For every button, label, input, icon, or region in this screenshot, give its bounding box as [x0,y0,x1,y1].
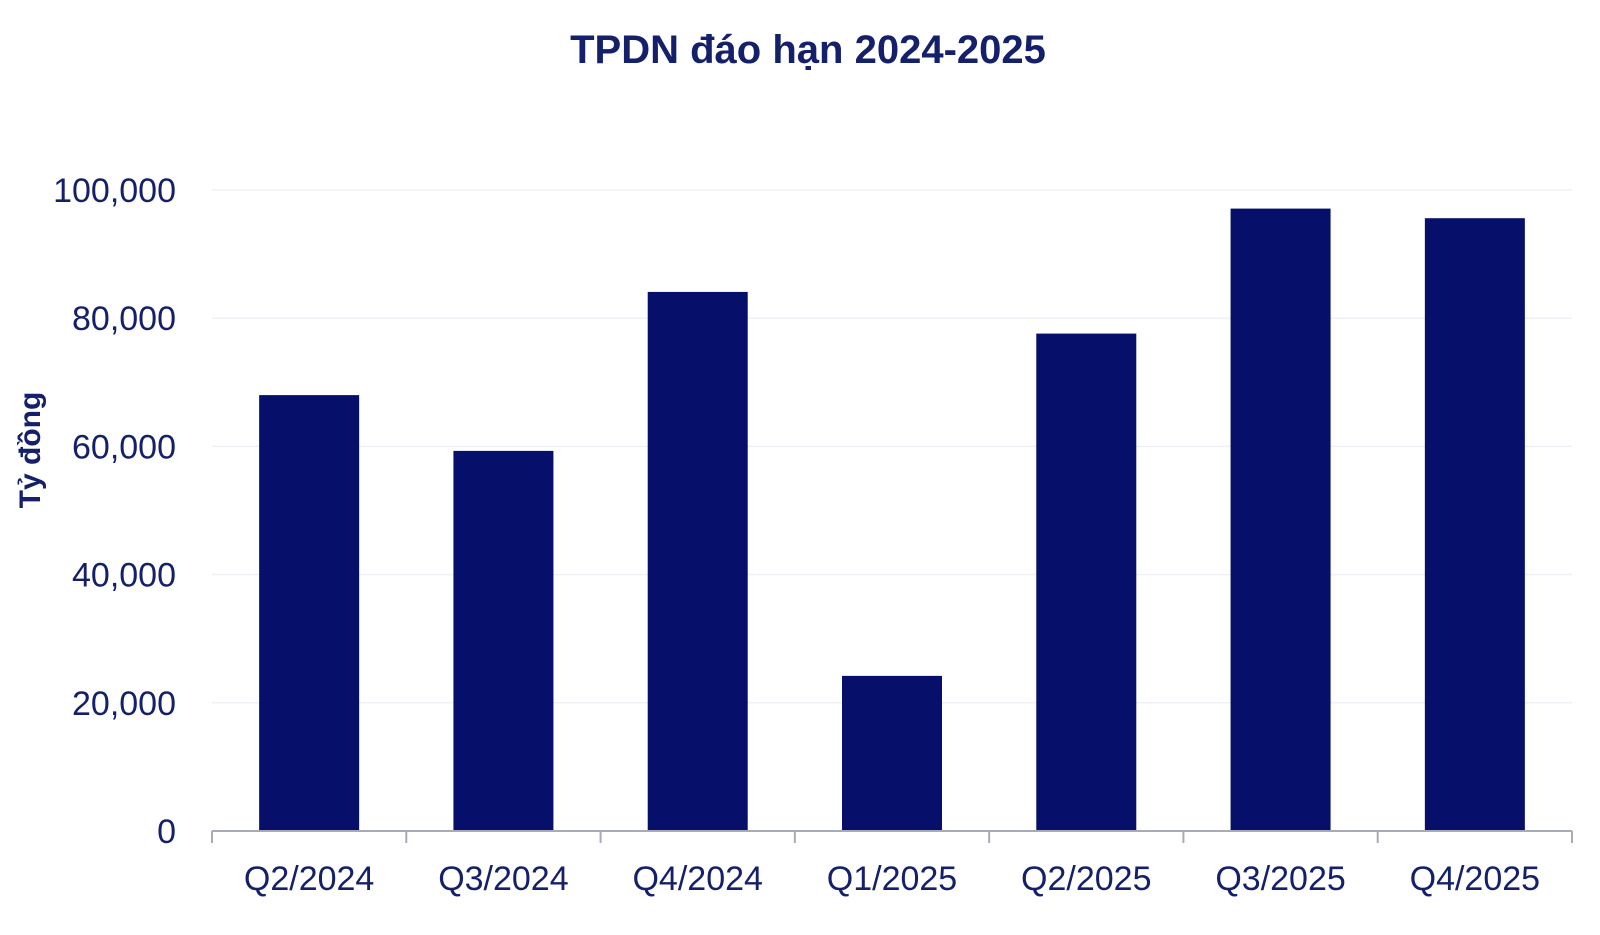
x-tick-label: Q4/2025 [1410,860,1540,898]
bar-q4-2025 [1424,218,1525,832]
y-tick-label: 80,000 [72,300,176,338]
y-tick-label: 0 [157,813,176,851]
bar-q4-2024 [647,291,748,831]
y-tick-labels: 0 20,000 40,000 60,000 80,000 100,000 [53,172,176,851]
chart-title: TPDN đáo hạn 2024-2025 [570,28,1046,72]
bar-q3-2025 [1230,208,1331,832]
x-tick-label: Q1/2025 [827,860,957,898]
bars [259,208,1525,832]
y-axis-title: Tỷ đồng [14,392,47,509]
x-tick-label: Q3/2025 [1215,860,1345,898]
y-tick-label: 60,000 [72,428,176,466]
gridlines [212,189,1572,704]
x-axis [211,830,1573,843]
x-tick-label: Q4/2024 [632,860,762,898]
x-tick-labels: Q2/2024 Q3/2024 Q4/2024 Q1/2025 Q2/2025 Q3/20… [244,860,1540,898]
x-tick-label: Q3/2024 [438,860,568,898]
bar-q2-2025 [1036,333,1137,831]
x-tick-label: Q2/2025 [1021,860,1151,898]
bar-q2-2024 [259,395,360,831]
y-tick-label: 100,000 [53,172,176,210]
bar-q1-2025 [842,675,942,831]
y-tick-label: 20,000 [72,685,176,723]
bar-q3-2024 [453,450,554,831]
y-tick-label: 40,000 [72,557,176,595]
x-tick-label: Q2/2024 [244,860,374,898]
